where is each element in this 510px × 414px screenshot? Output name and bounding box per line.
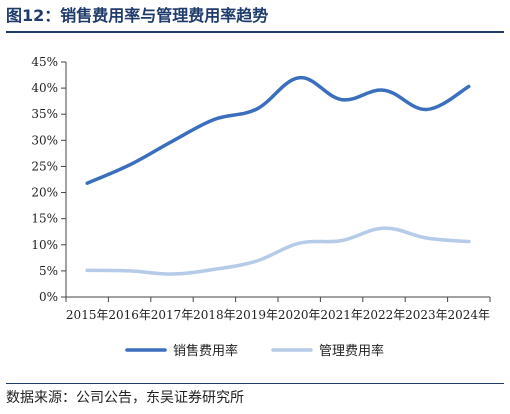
x-tick-label: 2015年 — [66, 308, 109, 322]
series-lines — [85, 75, 471, 276]
x-tick-label: 2016年 — [108, 308, 151, 322]
y-tick-label: 0% — [39, 290, 58, 304]
y-tick-label: 10% — [31, 238, 58, 252]
legend-label-2: 管理费用率 — [319, 343, 384, 359]
y-tick-label: 40% — [31, 81, 58, 95]
series-line-2 — [85, 226, 471, 276]
x-tick-label: 2020年 — [278, 308, 321, 322]
y-tick-label: 30% — [31, 133, 58, 147]
y-axis: 0% 5% 10% 15% 20% 25% 30% 35% 40% 45% — [31, 55, 67, 304]
y-tick-label: 5% — [39, 264, 58, 278]
y-tick-label: 35% — [31, 107, 58, 121]
y-tick-label: 25% — [31, 159, 58, 173]
x-tick-label: 2017年 — [151, 308, 194, 322]
y-tick-label: 20% — [31, 186, 58, 200]
figure-title: 图12：销售费用率与管理费用率趋势 — [6, 6, 269, 25]
x-axis: 2015年 2016年 2017年 2018年 2019年 2020年 2021年 2022年… — [65, 296, 491, 322]
y-tick-label: 45% — [31, 55, 58, 69]
x-tick-label: 2021年 — [320, 308, 363, 322]
x-tick-label: 2018年 — [193, 308, 236, 322]
x-tick-label: 2019年 — [236, 308, 279, 322]
x-tick-label: 2023年 — [405, 308, 448, 322]
x-tick-label: 2022年 — [363, 308, 406, 322]
source-divider — [6, 383, 504, 384]
y-tick-label: 15% — [31, 212, 58, 226]
source-note: 数据来源：公司公告，东吴证券研究所 — [6, 390, 244, 406]
legend-label-1: 销售费用率 — [173, 343, 238, 359]
line-chart: 0%5%10%15%20%25%30%35%40%45% 2015年 2016年 2… — [31, 55, 491, 359]
series-line-1 — [85, 75, 471, 185]
title-divider — [6, 31, 504, 33]
legend: 销售费用率 管理费用率 — [125, 343, 384, 359]
x-tick-label: 2024年 — [448, 308, 491, 322]
